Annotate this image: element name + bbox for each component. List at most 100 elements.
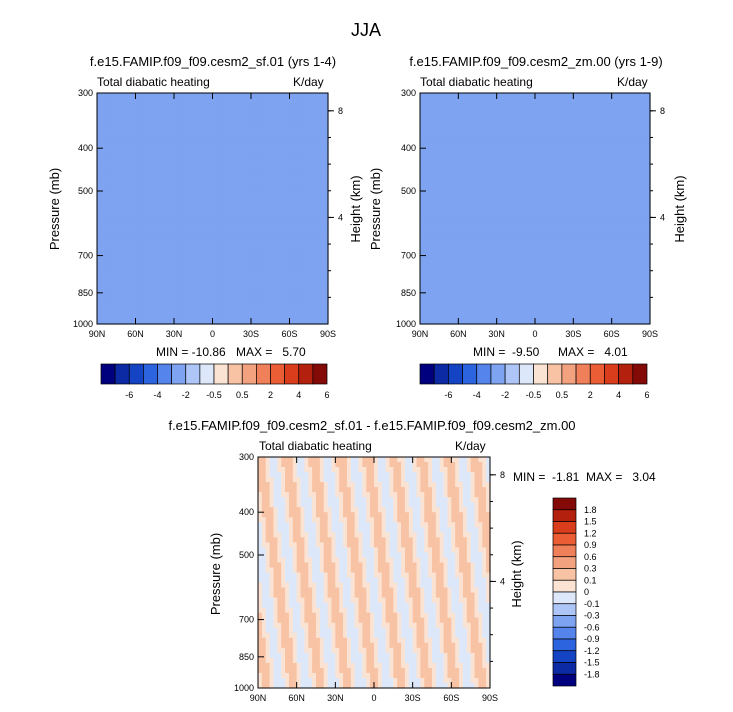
heatmap-cell [254,198,260,205]
heatmap-cell [423,198,429,205]
heatmap-cell [439,268,444,275]
heatmap-cell [189,288,194,295]
heatmap-cell [235,228,241,235]
heatmap-cell [297,258,302,265]
heatmap-cell [592,113,597,119]
heatmap-cell [220,98,225,104]
heatmap-cell [127,118,133,124]
heatmap-cell [97,193,102,200]
heatmap-cell [143,203,148,210]
heatmap-cell [231,223,237,230]
heatmap-cell [535,253,540,260]
heatmap-cell [554,198,559,205]
heatmap-cell [312,218,318,225]
heatmap-cell [642,158,647,164]
heatmap-cell [523,263,528,270]
heatmap-cell [104,238,110,245]
heatmap-cell [535,103,540,109]
heatmap-cell [150,108,156,114]
heatmap-cell [619,238,624,245]
heatmap-cell [231,183,237,190]
heatmap-cell [235,93,241,99]
heatmap-cell [485,133,490,139]
heatmap-cell [208,268,214,275]
heatmap-cell [435,218,440,225]
heatmap-cell [254,233,260,240]
heatmap-cell [216,263,221,270]
heatmap-cell [439,223,444,230]
heatmap-cell [247,313,252,320]
heatmap-cell [512,128,517,134]
heatmap-cell [231,298,237,305]
heatmap-cell [220,233,225,240]
heatmap-cell [274,138,279,144]
heatmap-cell [466,263,471,270]
heatmap-cell [281,293,287,300]
heatmap-cell [212,193,217,200]
heatmap-cell [604,198,609,205]
heatmap-cell [623,168,628,174]
heatmap-cell [212,173,217,179]
heatmap-cell [285,213,291,220]
heatmap-cell [431,198,436,205]
heatmap-cell [500,213,505,220]
heatmap-cell [243,273,248,280]
heatmap-cell [135,308,140,315]
heatmap-cell [127,158,133,164]
heatmap-cell [304,243,310,250]
heatmap-cell [569,108,574,114]
heatmap-cell [220,223,225,230]
heatmap-cell [274,233,279,240]
heatmap-cell [108,138,113,144]
heatmap-cell [174,133,179,139]
heatmap-cell [143,98,148,104]
heatmap-cell [135,93,140,99]
heatmap-cell [251,268,256,275]
heatmap-cell [166,288,171,295]
heatmap-cell [546,193,551,200]
heatmap-cell [281,233,287,240]
heatmap-cell [565,203,571,210]
heatmap-cell [154,143,160,149]
heatmap-cell [189,293,194,300]
heatmap-cell [162,243,167,250]
heatmap-cell [646,228,651,235]
heatmap-cell [150,163,156,169]
heatmap-cell [285,273,291,280]
heatmap-cell [420,268,425,275]
heatmap-cell [592,203,597,210]
heatmap-cell [293,258,298,265]
heatmap-cell [600,268,605,275]
heatmap-cell [324,288,329,295]
heatmap-cell [569,93,574,99]
heatmap-cell [239,293,244,300]
heatmap-cell [446,213,452,220]
heatmap-cell [239,248,244,255]
heatmap-cell [623,263,628,270]
heatmap-cell [189,273,194,280]
heatmap-cell [193,153,198,159]
heatmap-cell [224,293,229,300]
heatmap-cell [220,303,225,310]
heatmap-cell [619,98,624,104]
heatmap-cell [147,283,152,290]
heatmap-cell [139,258,144,265]
heatmap-cell [185,283,190,290]
heatmap-cell [569,118,574,124]
heatmap-cell [116,223,121,230]
heatmap-cell [596,138,601,144]
heatmap-cell [297,128,302,134]
heatmap-cell [558,238,563,245]
heatmap-cell [143,253,148,260]
heatmap-cell [312,133,318,139]
heatmap-cell [200,273,206,280]
heatmap-cell [489,243,494,250]
heatmap-cell [420,153,425,159]
heatmap-cell [550,208,555,215]
heatmap-cell [538,148,544,154]
heatmap-cell [611,153,617,159]
heatmap-cell [561,93,567,99]
heatmap-cell [623,248,628,255]
heatmap-cell [561,228,567,235]
heatmap-cell [170,248,175,255]
